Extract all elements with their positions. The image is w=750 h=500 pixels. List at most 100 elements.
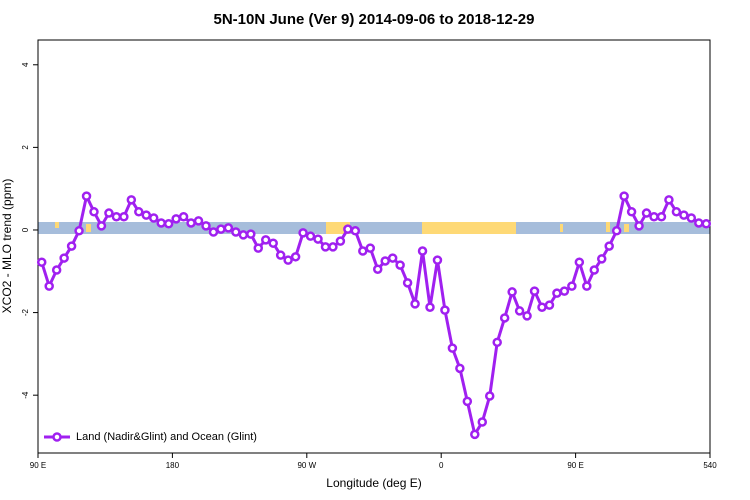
data-point <box>156 218 166 228</box>
data-point <box>589 265 600 275</box>
data-point <box>134 207 144 217</box>
data-point <box>402 278 413 288</box>
data-point <box>313 234 323 244</box>
y-tick-label: 0 <box>21 227 30 232</box>
data-point <box>537 302 547 312</box>
data-point <box>66 241 77 251</box>
data-point <box>582 281 592 291</box>
data-point <box>372 264 383 274</box>
data-point <box>36 257 47 267</box>
data-point <box>290 252 301 262</box>
data-point <box>216 224 226 234</box>
data-point <box>208 227 219 237</box>
data-point <box>679 210 689 220</box>
data-point <box>380 256 390 266</box>
plot-frame <box>37 39 711 454</box>
data-point <box>193 216 204 226</box>
data-point <box>484 391 495 401</box>
data-point <box>201 221 211 231</box>
data-point <box>574 257 585 267</box>
data-point <box>74 226 84 236</box>
data-point <box>477 417 488 427</box>
data-point <box>656 212 667 222</box>
data-point <box>141 210 152 220</box>
data-point <box>649 212 659 222</box>
data-point <box>328 242 338 252</box>
data-point <box>231 227 241 237</box>
legend-label: Land (Nadir&Glint) and Ocean (Glint) <box>76 431 257 443</box>
data-point <box>223 223 234 233</box>
data-point <box>283 255 293 265</box>
data-point <box>440 305 450 315</box>
data-point <box>470 429 480 440</box>
data-point <box>298 228 308 238</box>
data-point <box>163 219 174 229</box>
data-point <box>596 254 607 264</box>
data-point <box>694 218 704 228</box>
data-point <box>238 230 249 240</box>
data-point <box>81 191 92 201</box>
data-point <box>641 208 652 218</box>
data-point <box>522 311 532 321</box>
data-point <box>186 218 196 228</box>
data-point <box>51 265 62 275</box>
data-point <box>178 212 189 222</box>
data-point <box>335 236 346 246</box>
data-point <box>671 207 682 217</box>
y-tick-label: 2 <box>21 145 30 150</box>
data-point <box>559 286 570 296</box>
data-point <box>89 207 99 217</box>
data-point <box>425 302 435 312</box>
land-ocean-strip <box>38 222 710 234</box>
x-axis-title: Longitude (deg E) <box>326 476 421 490</box>
data-point <box>619 191 629 201</box>
data-point <box>492 337 502 348</box>
data-point <box>410 299 420 309</box>
data-point <box>126 195 137 205</box>
data-point <box>365 243 376 253</box>
y-tick-label: -2 <box>21 308 30 316</box>
data-point <box>455 363 465 374</box>
x-tick-label: 90 E <box>30 461 46 470</box>
data-point <box>387 253 398 263</box>
data-point <box>96 221 107 231</box>
x-tick-label: 90 W <box>297 461 316 470</box>
data-point <box>499 313 510 323</box>
data-point <box>171 214 181 224</box>
y-axis-title: XCO2 - MLO trend (ppm) <box>0 179 14 314</box>
data-point <box>275 250 286 260</box>
data-point <box>268 238 278 248</box>
data-point <box>111 212 122 222</box>
data-point <box>432 255 443 265</box>
data-point <box>447 343 458 353</box>
legend-marker <box>52 432 62 442</box>
data-point <box>253 243 264 253</box>
data-point <box>664 195 674 205</box>
data-point <box>529 286 540 296</box>
data-point <box>626 207 637 217</box>
x-tick-label: 0 <box>439 461 444 470</box>
data-point <box>104 208 114 218</box>
data-point <box>59 253 69 263</box>
chart-title: 5N-10N June (Ver 9) 2014-09-06 to 2018-1… <box>213 11 534 28</box>
data-point <box>395 260 405 270</box>
data-point <box>148 213 159 223</box>
data-point <box>44 281 54 291</box>
data-point <box>343 224 353 234</box>
data-point <box>567 281 577 291</box>
data-point <box>305 231 316 241</box>
x-tick-label: 90 E <box>567 461 583 470</box>
x-tick-label: 180 <box>166 461 180 470</box>
data-point <box>260 235 271 245</box>
data-point <box>320 242 331 252</box>
data-point <box>686 213 697 223</box>
data-point <box>514 306 525 316</box>
data-point <box>417 246 428 256</box>
data-point <box>350 226 361 236</box>
data-point <box>611 226 622 236</box>
data-point <box>552 288 562 298</box>
y-tick-label: -4 <box>21 391 30 399</box>
y-tick-label: 4 <box>21 62 30 67</box>
data-point <box>358 246 368 256</box>
